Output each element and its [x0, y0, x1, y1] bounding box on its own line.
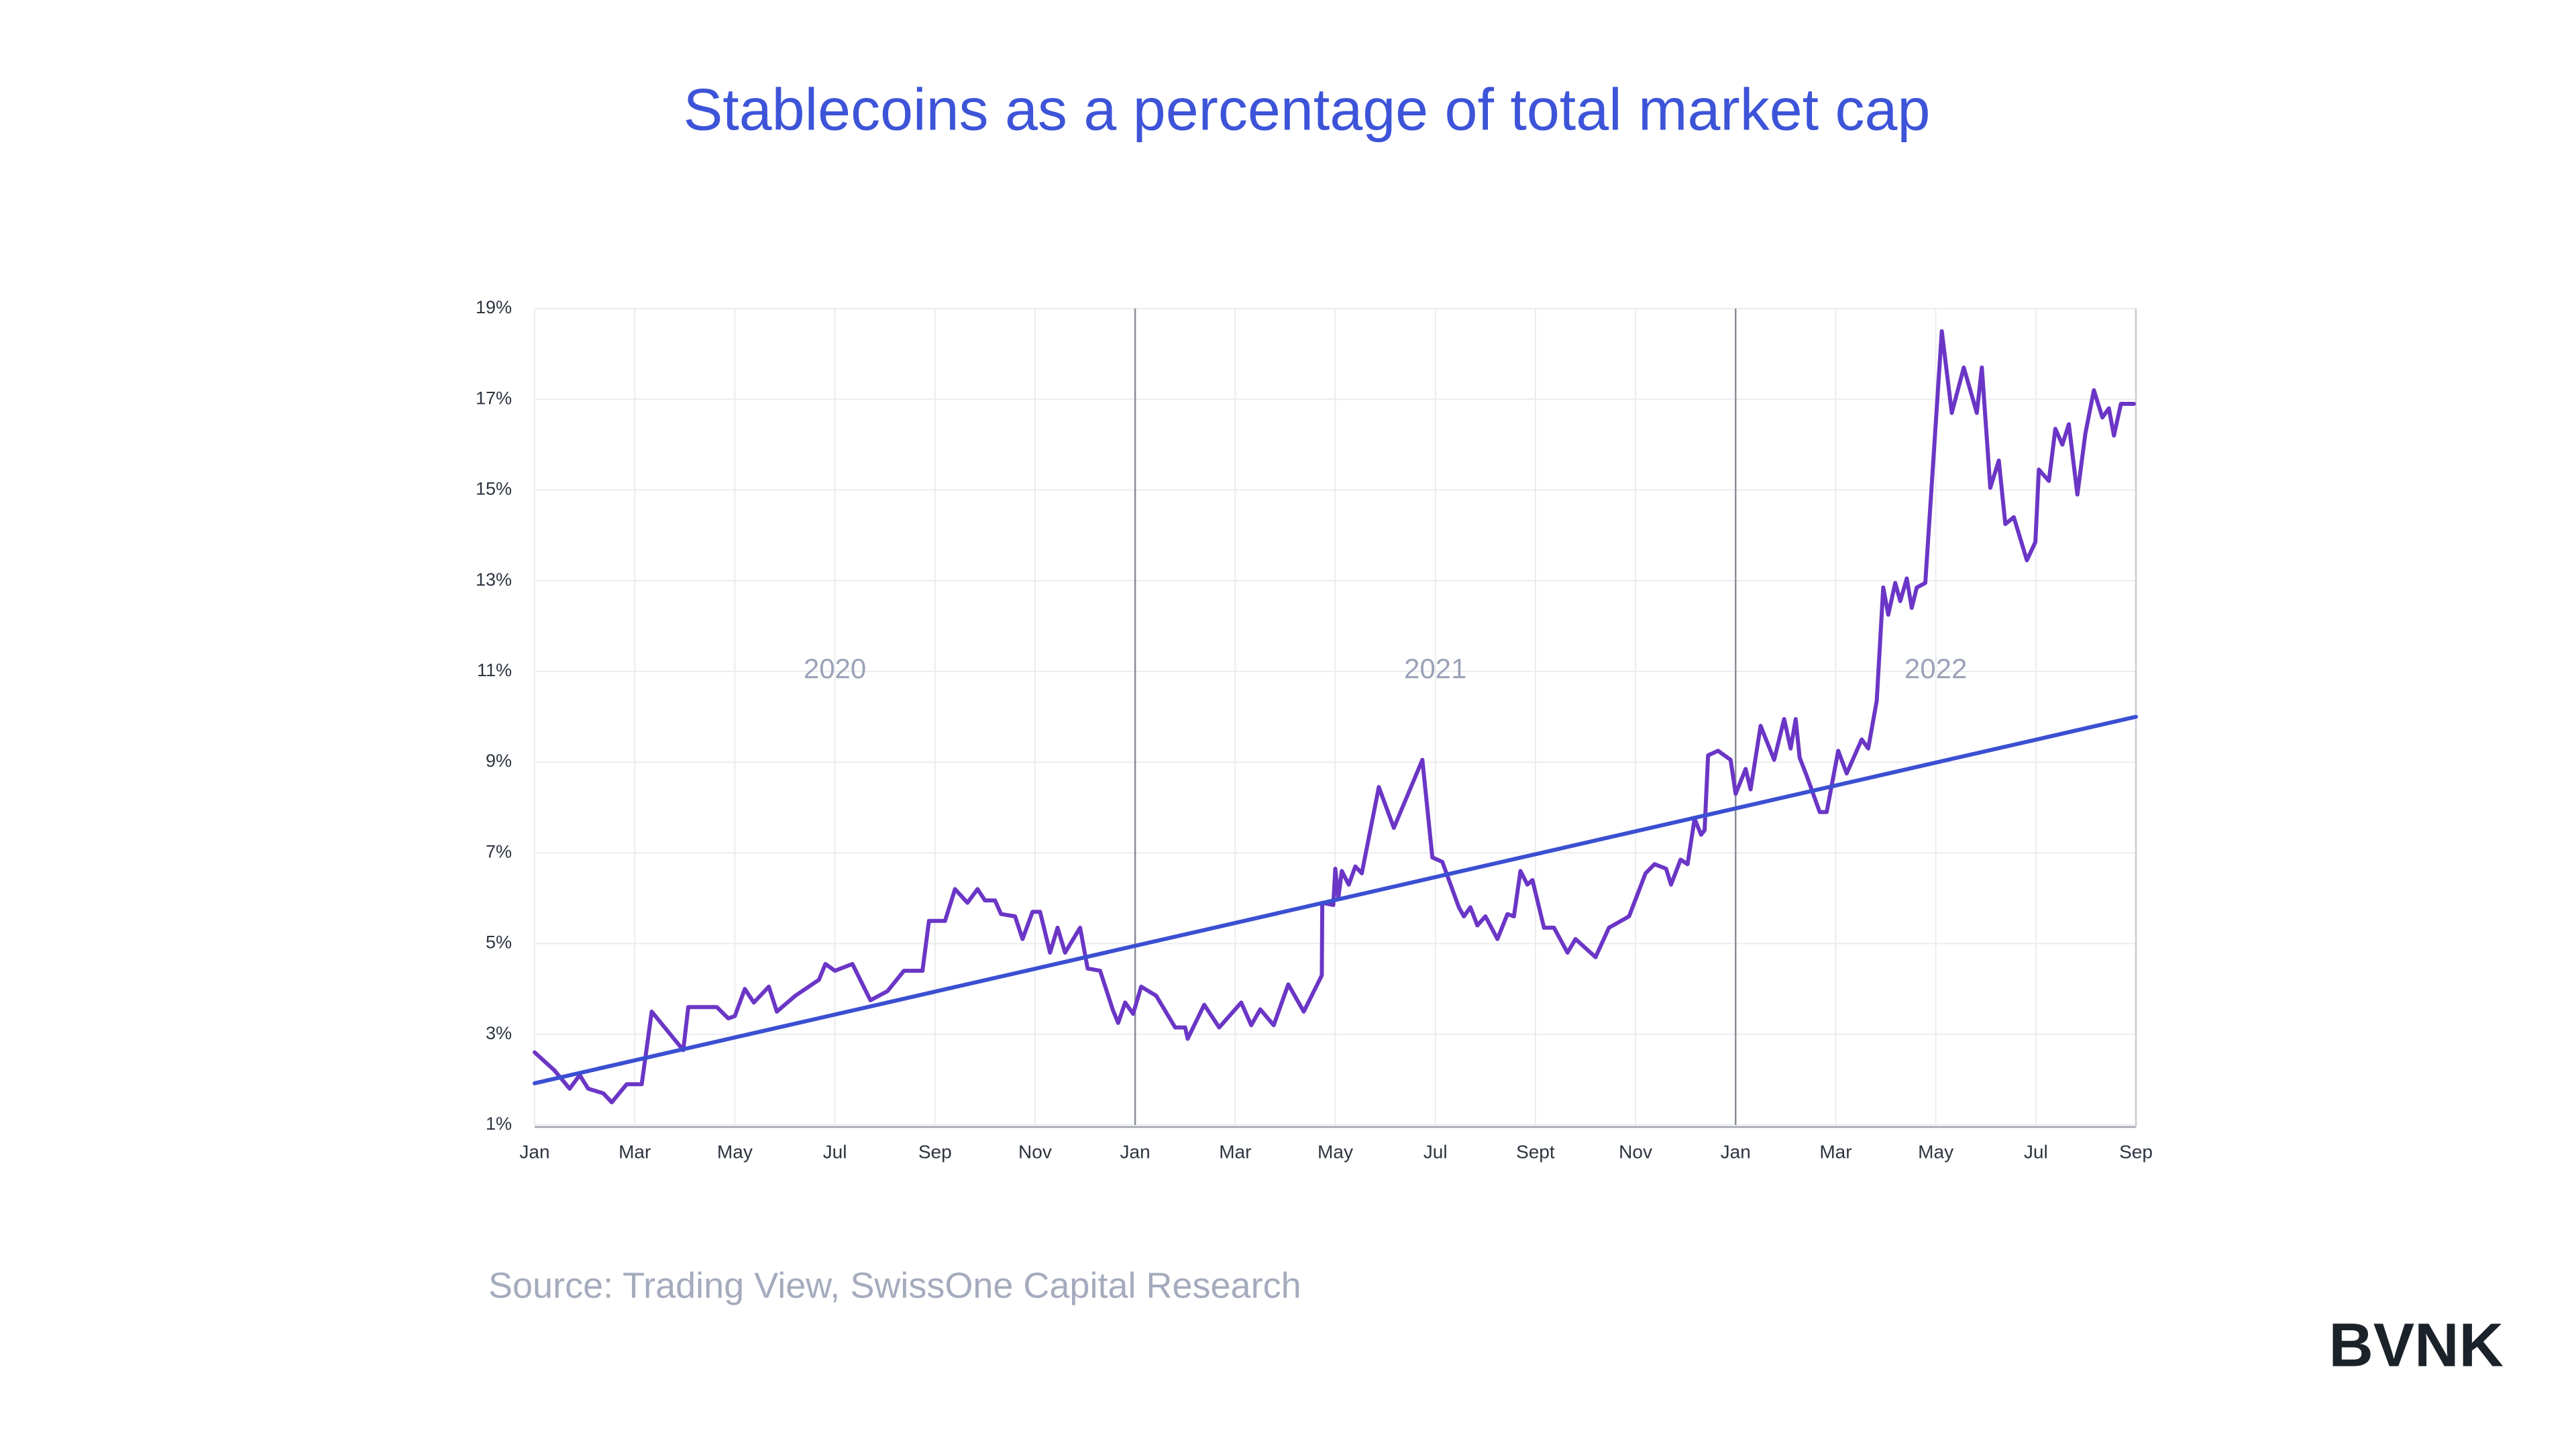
y-tick-label: 1% [486, 1114, 512, 1134]
x-tick-label: Nov [1619, 1141, 1652, 1162]
x-tick-label: May [1318, 1141, 1353, 1162]
chart-title: Stablecoins as a percentage of total mar… [684, 76, 1931, 142]
y-tick-label: 13% [476, 570, 512, 590]
y-tick-label: 11% [477, 660, 512, 680]
x-tick-label: Mar [619, 1141, 651, 1162]
x-tick-label: Sep [918, 1141, 952, 1162]
x-tick-label: Jan [1721, 1141, 1751, 1162]
y-tick-label: 19% [476, 297, 512, 317]
year-label: 2020 [804, 653, 866, 684]
x-tick-label: Jan [519, 1141, 549, 1162]
x-tick-label: Sep [2119, 1141, 2153, 1162]
x-tick-label: Jul [2024, 1141, 2048, 1162]
x-tick-label: Jul [1424, 1141, 1448, 1162]
x-tick-label: Mar [1819, 1141, 1851, 1162]
year-label: 2022 [1904, 653, 1967, 684]
series-line [533, 329, 2136, 1105]
source-note: Source: Trading View, SwissOne Capital R… [488, 1265, 1301, 1305]
x-tick-label: Jul [823, 1141, 847, 1162]
y-tick-label: 17% [476, 388, 512, 408]
x-tick-label: Nov [1018, 1141, 1052, 1162]
y-tick-label: 15% [476, 479, 512, 499]
x-tick-label: Jan [1120, 1141, 1150, 1162]
y-tick-label: 7% [486, 841, 512, 861]
x-tick-label: May [1918, 1141, 1953, 1162]
y-tick-label: 5% [486, 932, 512, 953]
y-tick-label: 3% [486, 1023, 512, 1043]
brand-logo: BVNK [2328, 1311, 2504, 1379]
series-line [533, 714, 2138, 1085]
y-tick-label: 9% [486, 751, 512, 771]
x-tick-label: Sept [1516, 1141, 1555, 1162]
x-tick-label: May [717, 1141, 753, 1162]
year-label: 2021 [1404, 653, 1466, 684]
x-tick-label: Mar [1219, 1141, 1251, 1162]
